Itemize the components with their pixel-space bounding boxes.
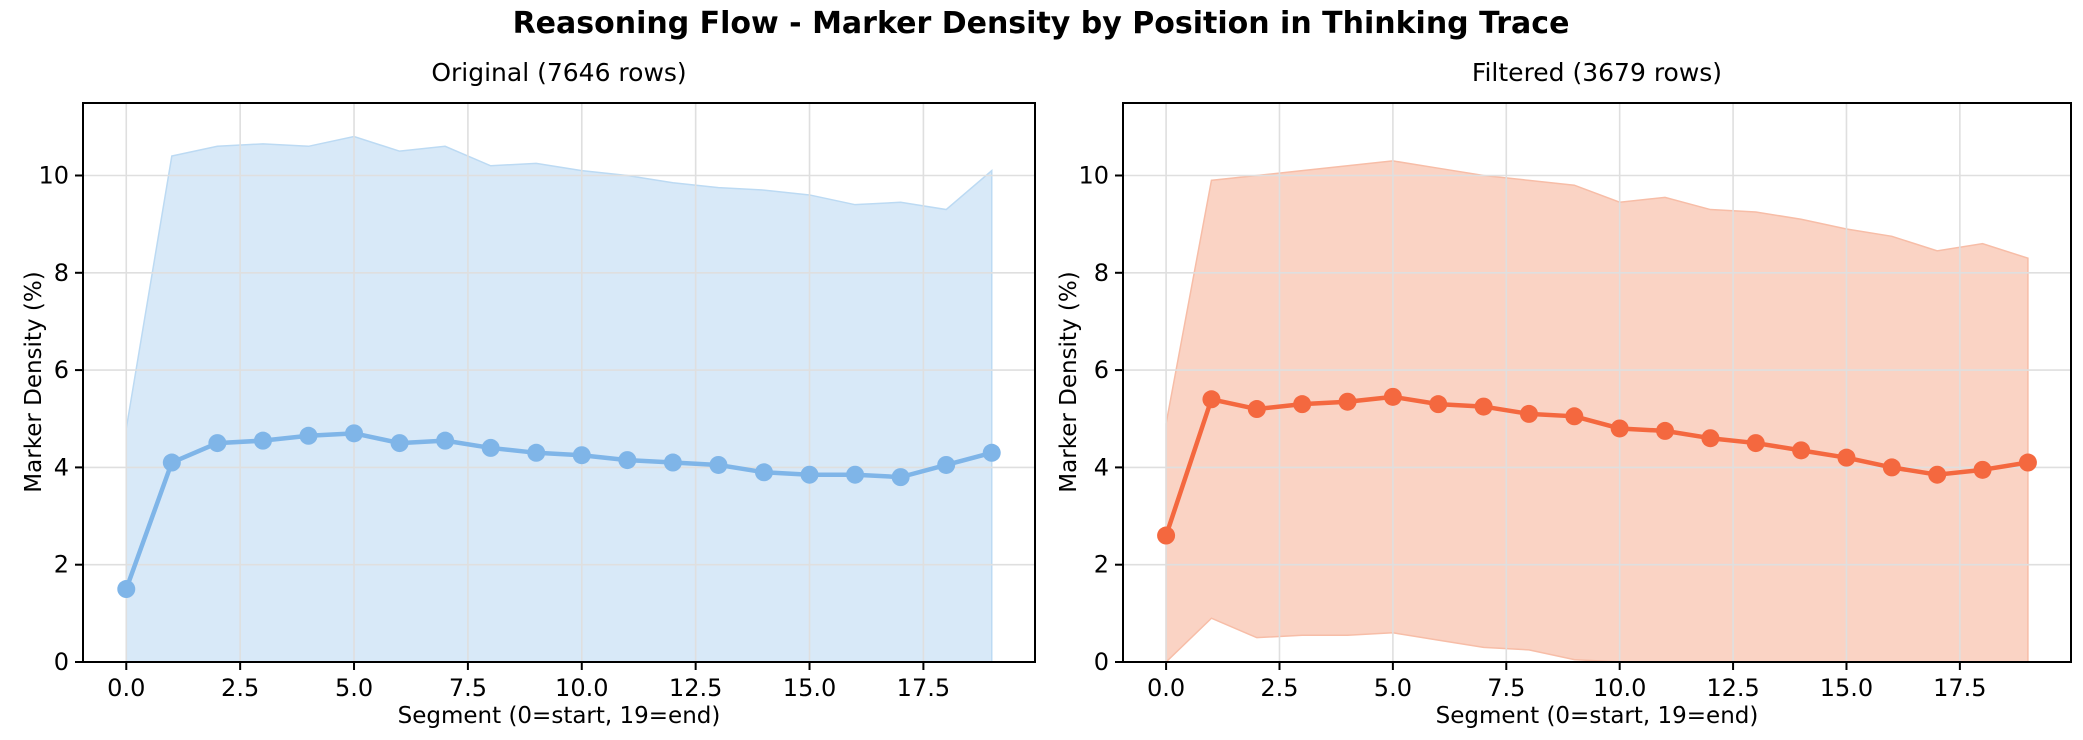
x-tick-label: 10.0 <box>1593 674 1646 702</box>
data-point <box>345 424 364 443</box>
data-point <box>1928 465 1947 484</box>
subplot-title-original: Original (7646 rows) <box>431 58 687 87</box>
y-tick-label: 6 <box>1094 356 1109 384</box>
data-point <box>663 453 682 472</box>
data-point <box>1338 392 1357 411</box>
confidence-band <box>1165 160 2029 664</box>
data-point <box>982 443 1001 462</box>
data-point <box>1656 421 1675 440</box>
axes-frame <box>1122 102 2072 663</box>
x-tick-label: 17.5 <box>897 674 950 702</box>
data-point <box>800 465 819 484</box>
confidence-band <box>125 135 993 663</box>
data-point <box>1701 429 1720 448</box>
data-point <box>1837 448 1856 467</box>
chart-panel-1: 0.0 2.5 5.0 7.5 10.0 12.5 15.0 17.5 0 2 4 6 8 10 <box>1078 102 2072 702</box>
data-point <box>572 446 591 465</box>
data-point <box>1746 434 1765 453</box>
data-point-markers <box>117 424 1001 599</box>
y-tick-label: 6 <box>54 356 69 384</box>
axes-frame <box>82 102 1036 663</box>
x-tick-label: 12.5 <box>669 674 722 702</box>
data-point <box>1792 441 1811 460</box>
data-point <box>436 431 455 450</box>
y-tick-label: 0 <box>1094 648 1109 676</box>
data-point <box>1429 395 1448 414</box>
data-point <box>754 463 773 482</box>
y-tick-label: 10 <box>1078 161 1109 189</box>
y-tick-labels: 0 2 4 6 8 10 <box>38 161 69 676</box>
data-point <box>1882 458 1901 477</box>
data-point <box>891 468 910 487</box>
data-point <box>1610 419 1629 438</box>
figure-title: Reasoning Flow - Marker Density by Posit… <box>512 6 1570 41</box>
y-tick-labels: 0 2 4 6 8 10 <box>1078 161 1109 676</box>
x-tick-label: 0.0 <box>107 674 145 702</box>
y-tick-label: 2 <box>1094 551 1109 579</box>
data-point <box>1293 395 1312 414</box>
y-tick-label: 4 <box>1094 453 1109 481</box>
data-point <box>1383 387 1402 406</box>
data-point <box>709 455 728 474</box>
data-point <box>527 443 546 462</box>
data-point <box>1474 397 1493 416</box>
x-axis-label-original: Segment (0=start, 19=end) <box>397 703 721 729</box>
x-tick-label: 5.0 <box>1374 674 1412 702</box>
x-tick-label: 15.0 <box>1820 674 1873 702</box>
x-axis-label-filtered: Segment (0=start, 19=end) <box>1435 703 1759 729</box>
data-point <box>253 431 272 450</box>
subplot-title-filtered: Filtered (3679 rows) <box>1471 58 1723 87</box>
x-tick-label: 12.5 <box>1706 674 1759 702</box>
data-point <box>1973 460 1992 479</box>
x-tick-label: 5.0 <box>335 674 373 702</box>
data-point <box>299 426 318 445</box>
data-point <box>390 434 409 453</box>
tick-marks <box>75 174 925 670</box>
data-point <box>1202 390 1221 409</box>
data-point <box>1519 404 1538 423</box>
y-tick-label: 8 <box>54 259 69 287</box>
data-point <box>2018 453 2037 472</box>
data-point <box>481 438 500 457</box>
data-point-markers <box>1157 387 2037 545</box>
y-tick-label: 8 <box>1094 259 1109 287</box>
x-tick-label: 7.5 <box>1487 674 1525 702</box>
data-point <box>208 434 227 453</box>
y-tick-label: 2 <box>54 551 69 579</box>
x-tick-label: 0.0 <box>1147 674 1185 702</box>
x-tick-label: 7.5 <box>449 674 487 702</box>
y-tick-label: 10 <box>38 161 69 189</box>
chart-panel-0: 0.0 2.5 5.0 7.5 10.0 12.5 15.0 17.5 0 2 4 6 8 10 <box>38 102 1036 702</box>
x-tick-label: 10.0 <box>555 674 608 702</box>
x-tick-label: 17.5 <box>1933 674 1986 702</box>
data-point <box>618 451 637 470</box>
x-tick-label: 2.5 <box>221 674 259 702</box>
x-tick-labels: 0.0 2.5 5.0 7.5 10.0 12.5 15.0 17.5 <box>1147 674 1987 702</box>
data-point <box>117 580 136 599</box>
data-point <box>162 453 181 472</box>
data-point <box>1247 400 1266 419</box>
data-point <box>846 465 865 484</box>
data-point <box>1157 526 1176 545</box>
x-tick-labels: 0.0 2.5 5.0 7.5 10.0 12.5 15.0 17.5 <box>107 674 950 702</box>
y-tick-label: 4 <box>54 453 69 481</box>
tick-marks <box>1115 174 1961 670</box>
x-tick-label: 2.5 <box>1260 674 1298 702</box>
x-tick-label: 15.0 <box>783 674 836 702</box>
data-point <box>1565 407 1584 426</box>
data-point <box>937 455 956 474</box>
y-tick-label: 0 <box>54 648 69 676</box>
